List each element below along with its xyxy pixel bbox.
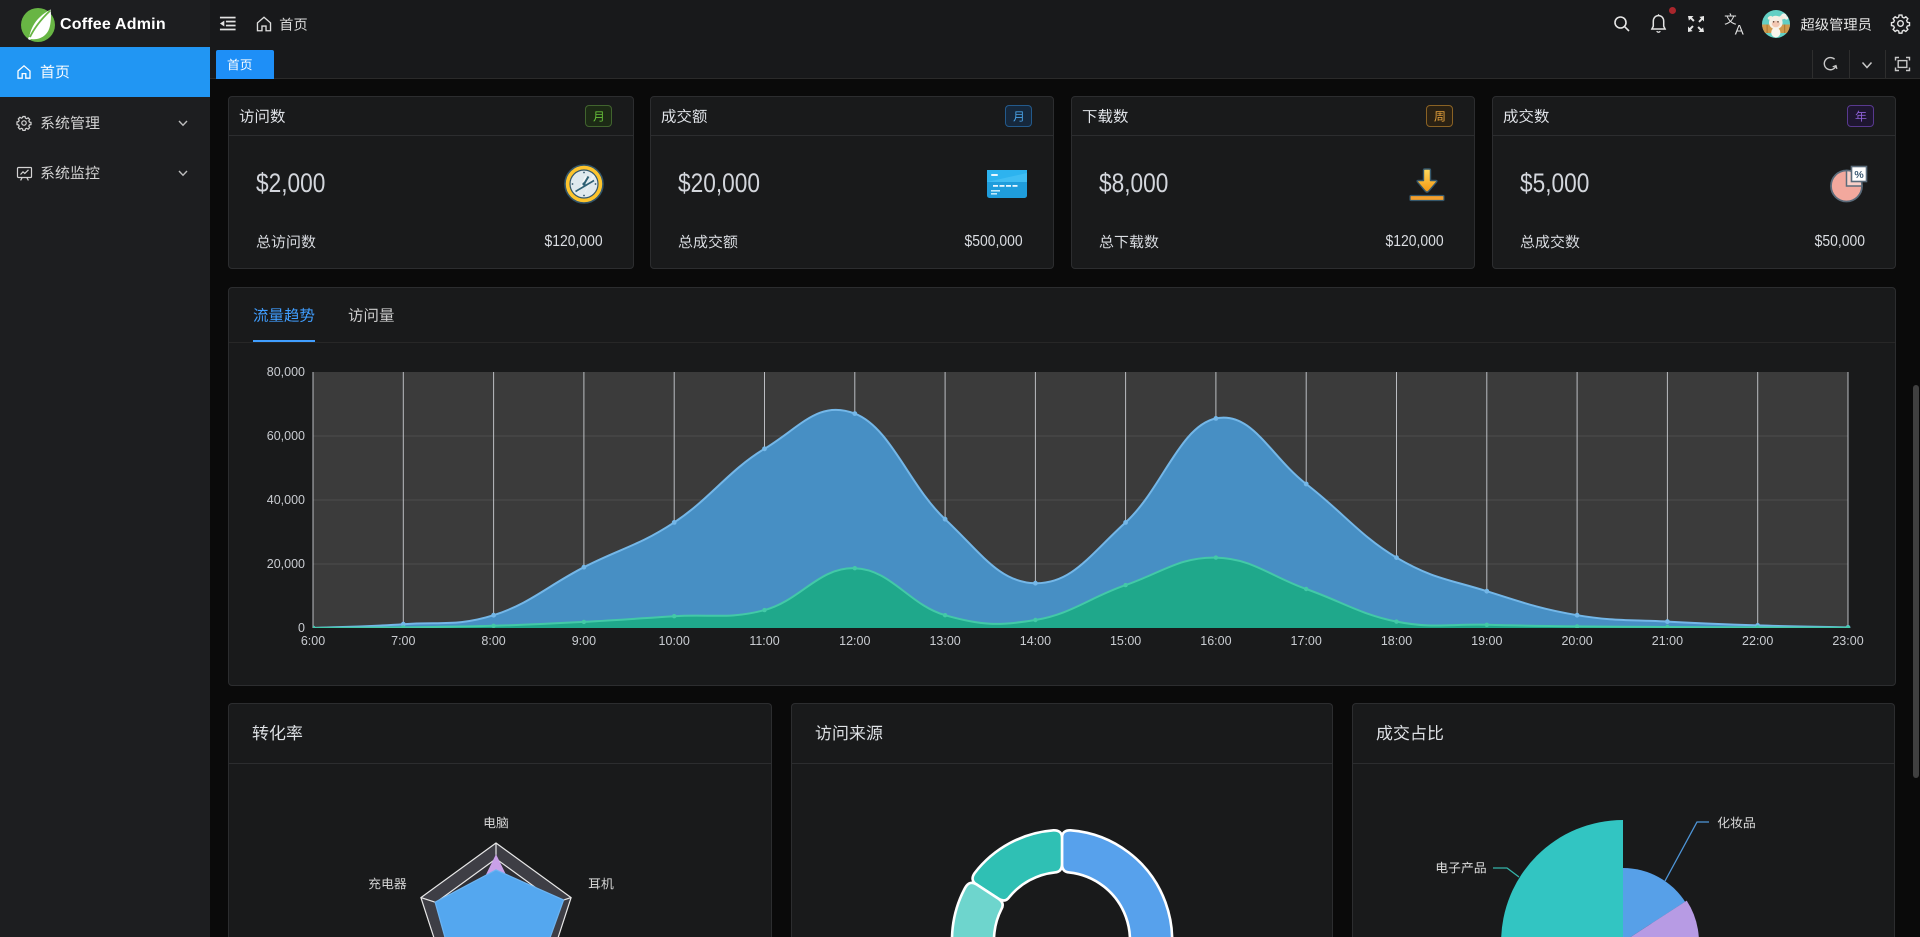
svg-text:23:00: 23:00 (1832, 634, 1863, 648)
svg-text:20:00: 20:00 (1561, 634, 1592, 648)
svg-text:9:00: 9:00 (572, 634, 596, 648)
svg-text:14:00: 14:00 (1020, 634, 1051, 648)
svg-text:17:00: 17:00 (1291, 634, 1322, 648)
svg-text:0: 0 (298, 621, 305, 635)
svg-text:A: A (1735, 23, 1744, 36)
svg-text:18:00: 18:00 (1381, 634, 1412, 648)
svg-text:11:00: 11:00 (749, 634, 779, 648)
svg-text:20,000: 20,000 (267, 557, 305, 571)
svg-text:22:00: 22:00 (1742, 634, 1773, 648)
svg-text:7:00: 7:00 (391, 634, 415, 648)
svg-text:13:00: 13:00 (929, 634, 960, 648)
svg-text:60,000: 60,000 (267, 429, 305, 443)
svg-text:21:00: 21:00 (1652, 634, 1683, 648)
svg-text:16:00: 16:00 (1200, 634, 1231, 648)
svg-text:10:00: 10:00 (659, 634, 690, 648)
svg-text:%: % (1854, 169, 1864, 181)
svg-text:8:00: 8:00 (481, 634, 505, 648)
svg-text:12:00: 12:00 (839, 634, 870, 648)
svg-text:80,000: 80,000 (267, 365, 305, 379)
svg-text:40,000: 40,000 (267, 493, 305, 507)
svg-text:15:00: 15:00 (1110, 634, 1141, 648)
svg-text:19:00: 19:00 (1471, 634, 1502, 648)
svg-text:6:00: 6:00 (301, 634, 325, 648)
